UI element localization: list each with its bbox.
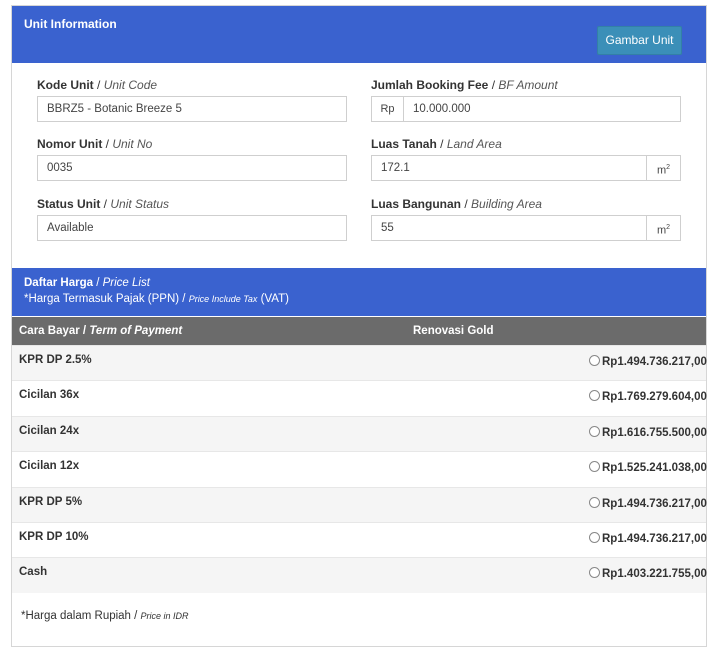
price-radio[interactable] bbox=[589, 567, 600, 578]
price-value: Rp1.494.736.217,00 bbox=[602, 356, 707, 368]
nomor-unit-label: Nomor Unit / Unit No bbox=[37, 137, 153, 151]
payment-term-label: KPR DP 10% bbox=[19, 531, 89, 543]
status-unit-field[interactable]: Available bbox=[37, 215, 347, 241]
booking-fee-label-id: Jumlah Booking Fee bbox=[371, 78, 489, 92]
price-radio[interactable] bbox=[589, 390, 600, 401]
table-row: Cicilan 12x Rp1.525.241.038,00 bbox=[12, 451, 707, 487]
price-table-header: Cara Bayar / Term of Payment Renovasi Go… bbox=[12, 317, 706, 345]
land-area-unit-text: m bbox=[656, 164, 667, 177]
price-footnote: *Harga dalam Rupiah / Price in IDR bbox=[21, 610, 189, 622]
building-area-unit-text: m bbox=[656, 224, 667, 237]
price-radio[interactable] bbox=[589, 497, 600, 508]
nomor-unit-label-en: Unit No bbox=[112, 137, 153, 151]
tax-note-suffix: (VAT) bbox=[260, 293, 289, 305]
luas-tanah-label-en: Land Area bbox=[446, 137, 502, 151]
unit-information-title: Unit Information bbox=[24, 17, 117, 31]
price-list-title: Daftar Harga / Price List bbox=[24, 277, 150, 289]
kode-unit-label-en: Unit Code bbox=[103, 78, 158, 92]
table-row: KPR DP 2.5% Rp1.494.736.217,00 bbox=[12, 345, 707, 381]
payment-term-label: Cicilan 24x bbox=[19, 425, 80, 437]
payment-term-label: KPR DP 5% bbox=[19, 496, 83, 508]
luas-tanah-label-id: Luas Tanah bbox=[371, 137, 437, 151]
status-unit-label: Status Unit / Unit Status bbox=[37, 197, 170, 211]
payment-term-label: KPR DP 2.5% bbox=[19, 354, 92, 366]
tax-note: *Harga Termasuk Pajak (PPN) / Price Incl… bbox=[24, 293, 289, 305]
table-row: Cicilan 36x Rp1.769.279.604,00 bbox=[12, 380, 707, 416]
luas-tanah-label: Luas Tanah / Land Area bbox=[371, 137, 502, 151]
price-radio[interactable] bbox=[589, 461, 600, 472]
price-radio[interactable] bbox=[589, 355, 600, 366]
luas-bangunan-label-en: Building Area bbox=[471, 197, 542, 211]
booking-fee-label-en: BF Amount bbox=[498, 78, 558, 92]
col-payment-header: Cara Bayar / Term of Payment bbox=[19, 325, 183, 337]
currency-prefix: Rp bbox=[371, 96, 404, 122]
building-area-unit: m2 bbox=[646, 215, 681, 241]
building-area-unit-sup: 2 bbox=[666, 224, 671, 231]
gambar-unit-button[interactable]: Gambar Unit bbox=[597, 26, 682, 55]
col-payment-en: Term of Payment bbox=[89, 325, 183, 337]
kode-unit-field[interactable]: BBRZ5 - Botanic Breeze 5 bbox=[37, 96, 347, 122]
footnote-en: Price in IDR bbox=[140, 611, 189, 621]
nomor-unit-label-id: Nomor Unit bbox=[37, 137, 103, 151]
price-list-header: Daftar Harga / Price List *Harga Termasu… bbox=[12, 268, 706, 316]
price-value: Rp1.403.221.755,00 bbox=[602, 568, 707, 580]
kode-unit-label-id: Kode Unit bbox=[37, 78, 94, 92]
nomor-unit-field[interactable]: 0035 bbox=[37, 155, 347, 181]
land-area-unit-sup: 2 bbox=[666, 164, 671, 171]
luas-bangunan-label: Luas Bangunan / Building Area bbox=[371, 197, 542, 211]
price-value: Rp1.525.241.038,00 bbox=[602, 462, 707, 474]
price-radio[interactable] bbox=[589, 532, 600, 543]
col-payment-id: Cara Bayar bbox=[19, 325, 80, 337]
kode-unit-label: Kode Unit / Unit Code bbox=[37, 78, 158, 92]
table-row: KPR DP 10% Rp1.494.736.217,00 bbox=[12, 522, 707, 558]
booking-fee-field[interactable]: 10.000.000 bbox=[403, 96, 681, 122]
table-row: Cash Rp1.403.221.755,00 bbox=[12, 557, 707, 593]
price-value: Rp1.769.279.604,00 bbox=[602, 391, 707, 403]
price-list-title-en: Price List bbox=[102, 277, 150, 289]
luas-bangunan-label-id: Luas Bangunan bbox=[371, 197, 462, 211]
footnote-id: *Harga dalam Rupiah bbox=[21, 610, 131, 622]
price-value: Rp1.616.755.500,00 bbox=[602, 427, 707, 439]
unit-information-header: Unit Information bbox=[12, 6, 706, 63]
col-renovasi-header: Renovasi Gold bbox=[413, 325, 494, 337]
price-value: Rp1.494.736.217,00 bbox=[602, 533, 707, 545]
price-value: Rp1.494.736.217,00 bbox=[602, 498, 707, 510]
luas-tanah-field[interactable]: 172.1 bbox=[371, 155, 647, 181]
price-radio[interactable] bbox=[589, 426, 600, 437]
payment-term-label: Cicilan 12x bbox=[19, 460, 80, 472]
table-row: KPR DP 5% Rp1.494.736.217,00 bbox=[12, 487, 707, 523]
land-area-unit: m2 bbox=[646, 155, 681, 181]
status-unit-label-en: Unit Status bbox=[110, 197, 170, 211]
payment-term-label: Cicilan 36x bbox=[19, 389, 80, 401]
luas-bangunan-field[interactable]: 55 bbox=[371, 215, 647, 241]
tax-note-id: *Harga Termasuk Pajak (PPN) bbox=[24, 293, 180, 305]
status-unit-label-id: Status Unit bbox=[37, 197, 101, 211]
booking-fee-label: Jumlah Booking Fee / BF Amount bbox=[371, 78, 558, 92]
price-list-title-id: Daftar Harga bbox=[24, 277, 94, 289]
payment-term-label: Cash bbox=[19, 566, 48, 578]
table-row: Cicilan 24x Rp1.616.755.500,00 bbox=[12, 416, 707, 452]
tax-note-en: Price Include Tax bbox=[188, 294, 258, 304]
